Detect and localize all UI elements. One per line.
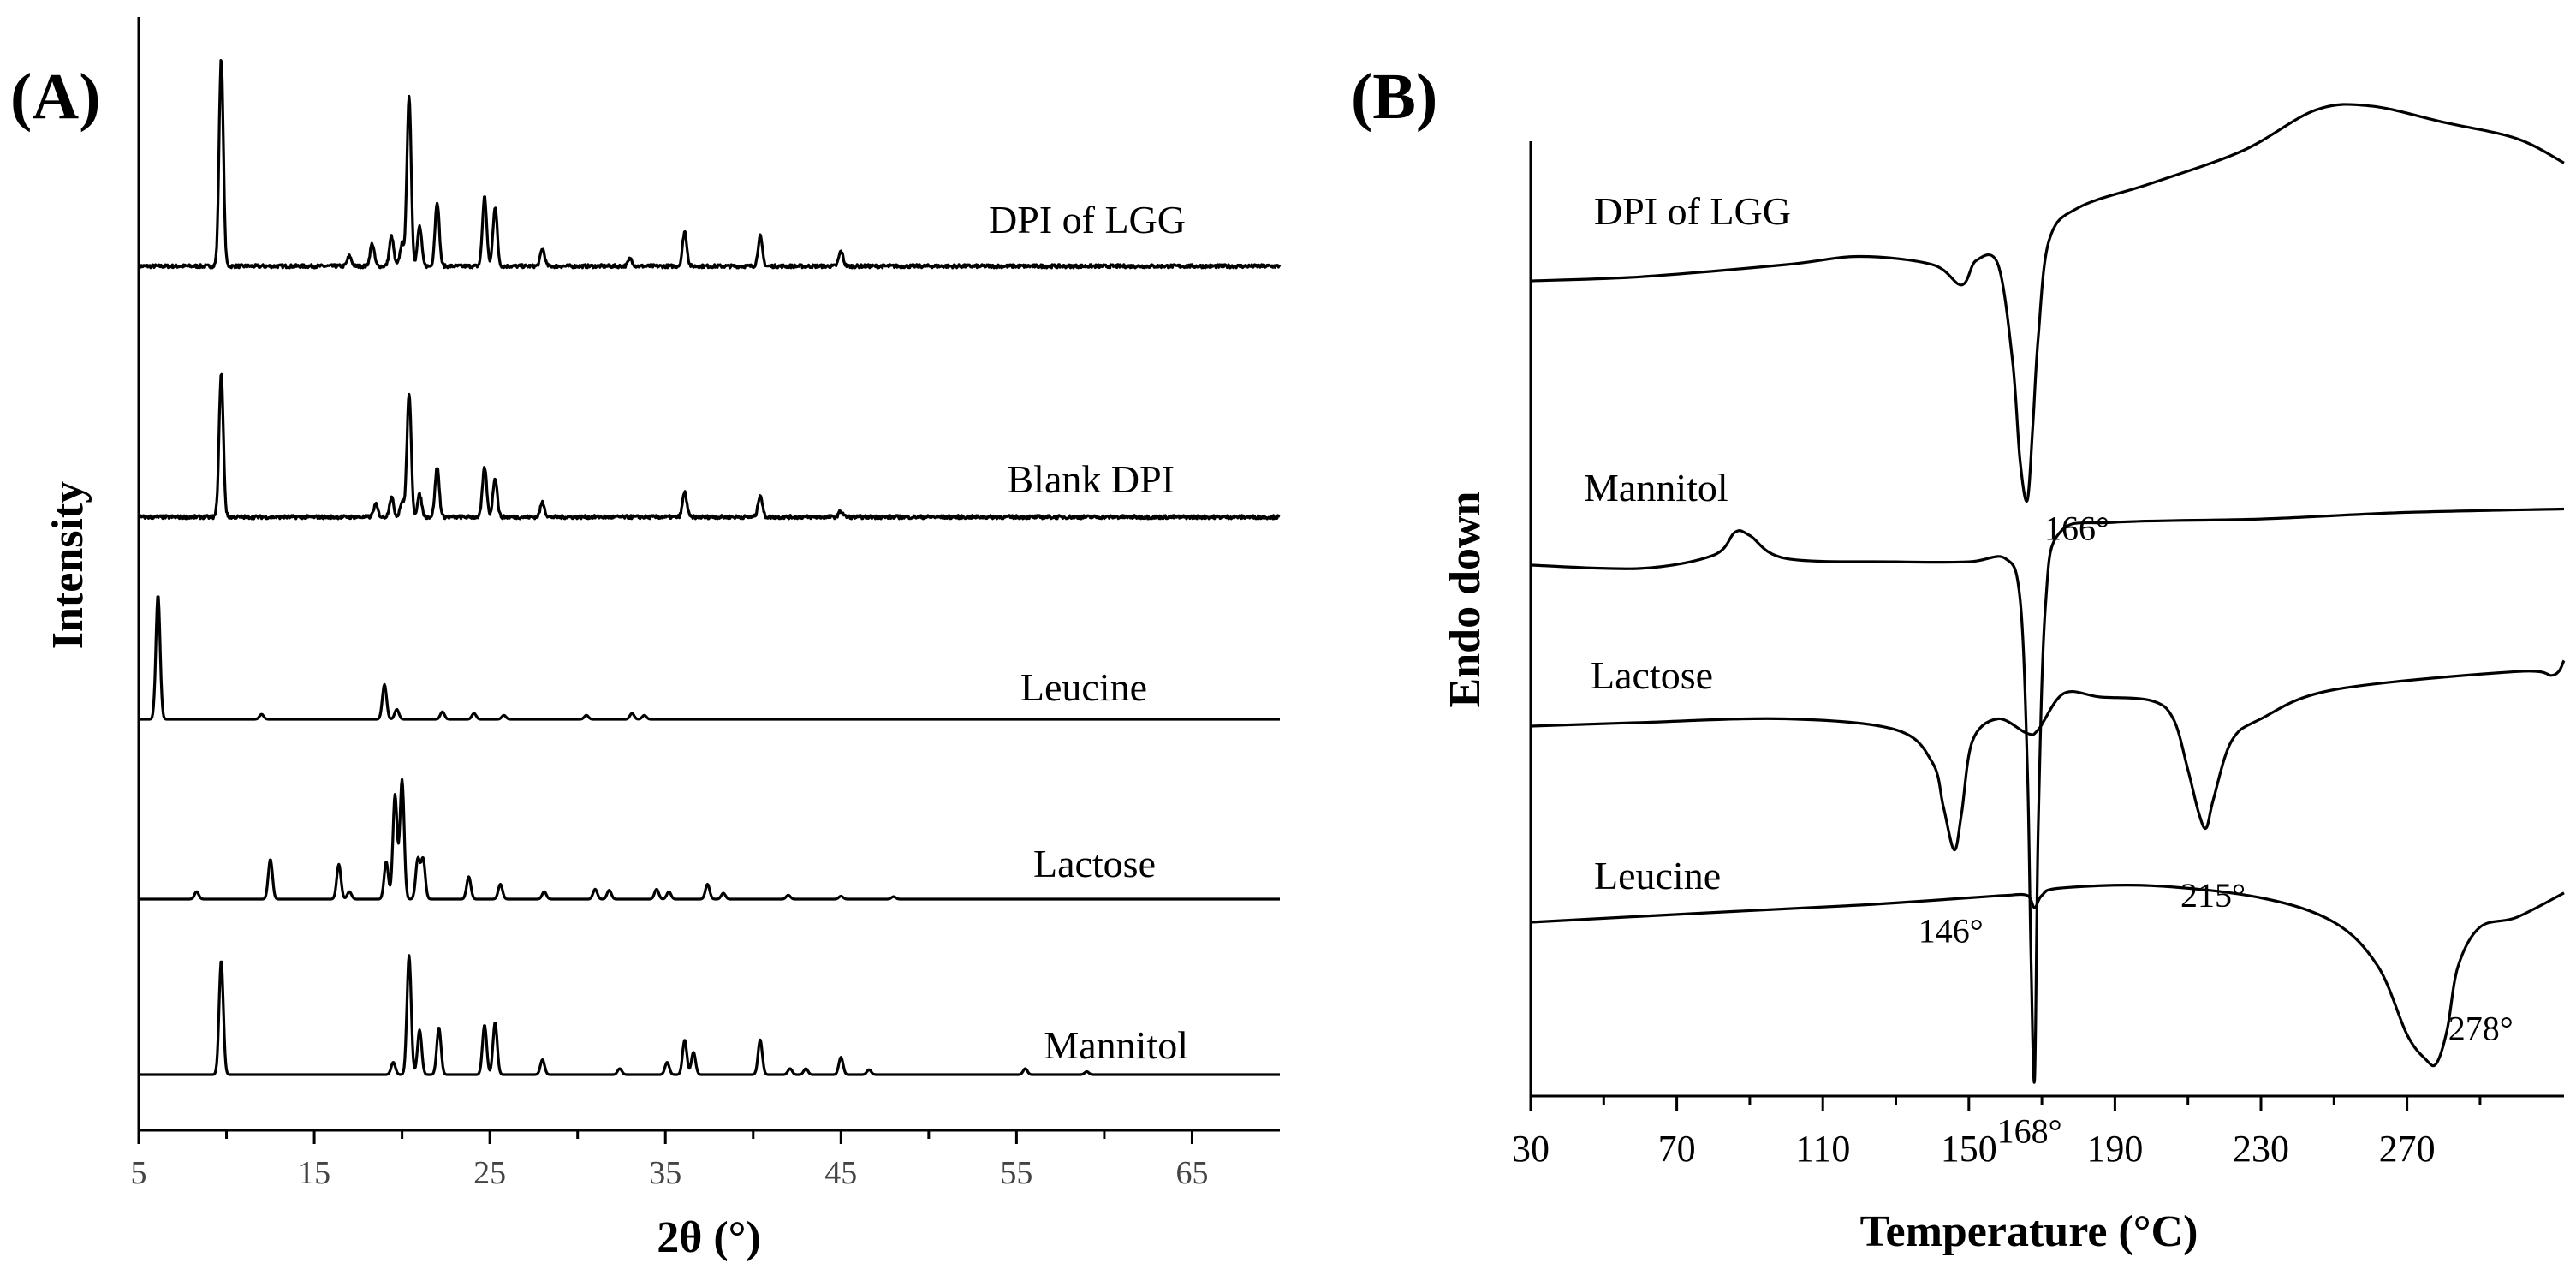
xrd-trace-labels: DPI of LGG Blank DPI Leucine Lactose Mannito…: [989, 198, 1188, 1067]
xrd-x-ticks: 5 15 25 35 45 55 65: [131, 1130, 1208, 1191]
xrd-x-tick-label: 35: [649, 1155, 681, 1191]
xrd-trace-leucine: [138, 595, 1281, 721]
dsc-x-tick-label: 270: [2379, 1128, 2436, 1170]
xrd-trace-blank-dpi: [137, 372, 1281, 521]
dsc-trace-labels: DPI of LGG Mannitol Lactose Leucine: [1584, 189, 1791, 897]
xrd-panel: (A) 5 15 25 35 45 55 65 DPI of LGG Blank DPI Leu…: [10, 17, 1282, 1262]
dsc-x-tick-label: 190: [2086, 1128, 2143, 1170]
dsc-x-tick-label: 150: [1941, 1128, 1997, 1170]
dsc-peak-annotations: 166° 146° 215° 168° 278°: [1919, 509, 2514, 1151]
dsc-trace-dpi-of-lgg: [1530, 103, 2565, 503]
dsc-label-dpi-of-lgg: DPI of LGG: [1594, 189, 1791, 233]
dsc-peak-label: 278°: [2448, 1009, 2514, 1047]
xrd-label-leucine: Leucine: [1020, 665, 1147, 709]
xrd-trace-dpi-of-lgg: [137, 59, 1282, 270]
dsc-label-lactose: Lactose: [1591, 653, 1713, 697]
xrd-x-tick-label: 45: [824, 1155, 857, 1191]
xrd-x-tick-label: 15: [298, 1155, 330, 1191]
dsc-trace-mannitol: [1530, 507, 2565, 1084]
xrd-x-tick-label: 65: [1175, 1155, 1208, 1191]
xrd-label-blank-dpi: Blank DPI: [1008, 457, 1175, 501]
xrd-label-lactose: Lactose: [1033, 842, 1156, 885]
dsc-trace-lactose: [1530, 659, 2566, 852]
dsc-x-tick-label: 70: [1658, 1128, 1696, 1170]
dsc-x-axis-title: Temperature (°C): [1860, 1207, 2198, 1256]
xrd-x-axis-title: 2θ (°): [657, 1213, 761, 1262]
xrd-traces: [137, 59, 1282, 1076]
dsc-peak-label: 146°: [1919, 912, 1984, 950]
xrd-trace-mannitol: [138, 954, 1281, 1076]
dsc-peak-label: 215°: [2180, 876, 2246, 915]
dsc-y-axis-title: Endo down: [1441, 491, 1490, 707]
xrd-x-tick-label: 5: [131, 1155, 147, 1191]
dsc-trace-leucine: [1530, 884, 2565, 1068]
dsc-label-mannitol: Mannitol: [1584, 466, 1728, 509]
dsc-x-tick-label: 230: [2233, 1128, 2289, 1170]
xrd-label-mannitol: Mannitol: [1044, 1023, 1188, 1067]
dsc-x-tick-label: 110: [1795, 1128, 1850, 1170]
xrd-x-tick-label: 55: [1000, 1155, 1032, 1191]
dsc-x-tick-label: 30: [1512, 1128, 1550, 1170]
xrd-label-dpi-of-lgg: DPI of LGG: [989, 198, 1186, 241]
dsc-label-leucine: Leucine: [1594, 854, 1721, 897]
xrd-x-tick-label: 25: [473, 1155, 506, 1191]
dsc-peak-label: 168°: [1997, 1112, 2062, 1151]
xrd-y-axis-title: Intensity: [44, 481, 92, 649]
xrd-trace-lactose: [138, 778, 1281, 901]
dsc-panel: (B) 30 70 110 150 190 230 270 DPI of LGG Mannit…: [1351, 61, 2566, 1256]
panel-a-label: (A): [10, 61, 101, 133]
dsc-peak-label: 166°: [2044, 509, 2109, 548]
dsc-traces: [1530, 103, 2566, 1084]
dsc-x-ticks: 30 70 110 150 190 230 270: [1512, 1096, 2482, 1170]
panel-b-label: (B): [1351, 61, 1437, 133]
